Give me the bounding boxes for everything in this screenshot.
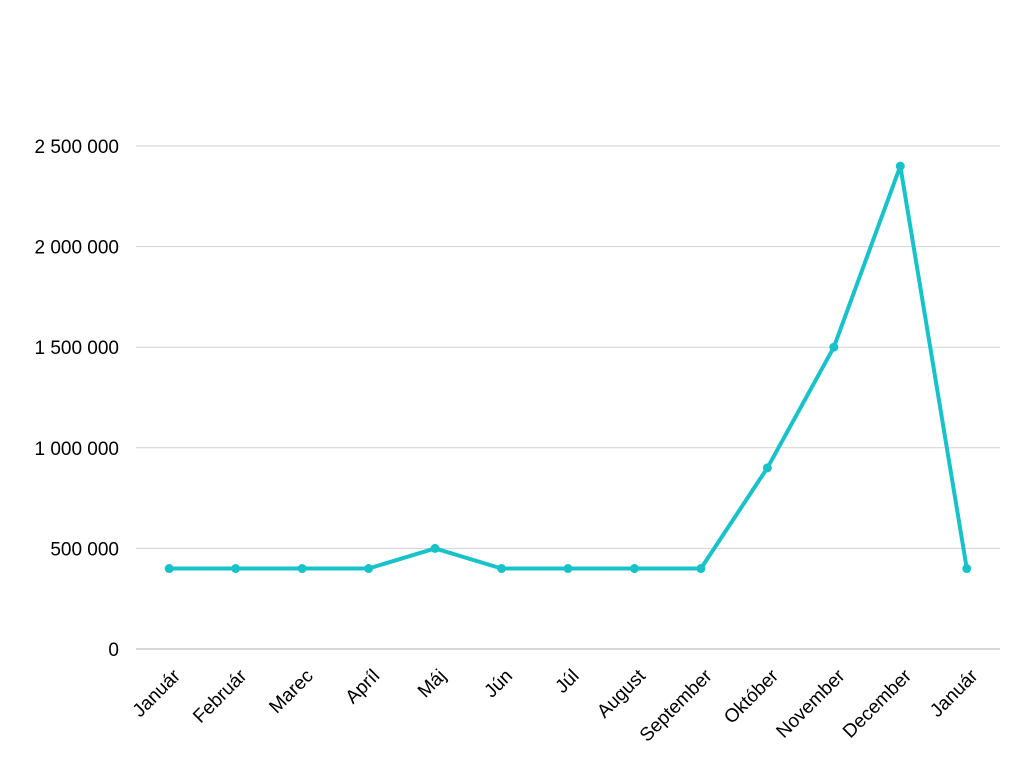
x-tick-label: Február — [189, 665, 251, 727]
data-point — [497, 564, 507, 574]
data-point — [297, 564, 307, 574]
data-point — [364, 564, 374, 574]
series-layer — [164, 161, 972, 574]
x-tick-label: Január — [926, 665, 982, 721]
x-tick-label: Júl — [552, 666, 584, 698]
data-point — [696, 564, 706, 574]
y-tick-label: 0 — [108, 640, 119, 661]
x-tick-label: December — [839, 665, 916, 742]
y-tick-label: 1 000 000 — [34, 439, 119, 460]
data-point — [962, 564, 972, 574]
y-tick-label: 500 000 — [50, 539, 119, 560]
data-point — [430, 543, 440, 553]
data-point — [231, 564, 241, 574]
data-point — [164, 564, 174, 574]
x-tick-label: August — [593, 665, 650, 722]
y-axis-tick-labels: 0 500 000 1 000 000 1 500 000 2 000 000 2 500… — [34, 137, 119, 661]
data-point — [563, 564, 573, 574]
series-line — [169, 164, 969, 571]
grid-layer — [136, 145, 1000, 650]
y-tick-label: 2 000 000 — [34, 238, 119, 259]
data-point — [762, 463, 772, 473]
data-point — [629, 564, 639, 574]
data-point — [829, 342, 839, 352]
x-tick-label: September — [636, 665, 717, 746]
y-tick-label: 2 500 000 — [34, 137, 119, 158]
x-tick-label: Október — [720, 665, 783, 728]
x-axis-tick-labels: Január Február Marec Apríl Máj Jún Júl AugustSe… — [129, 665, 983, 746]
x-tick-label: Apríl — [342, 666, 384, 708]
data-point — [895, 161, 905, 171]
x-tick-label: Jún — [481, 666, 518, 703]
x-tick-label: November — [773, 665, 850, 742]
x-tick-label: Január — [129, 665, 185, 721]
x-tick-label: Marec — [266, 666, 318, 718]
y-tick-label: 1 500 000 — [34, 338, 119, 359]
x-tick-label: Máj — [414, 666, 451, 703]
